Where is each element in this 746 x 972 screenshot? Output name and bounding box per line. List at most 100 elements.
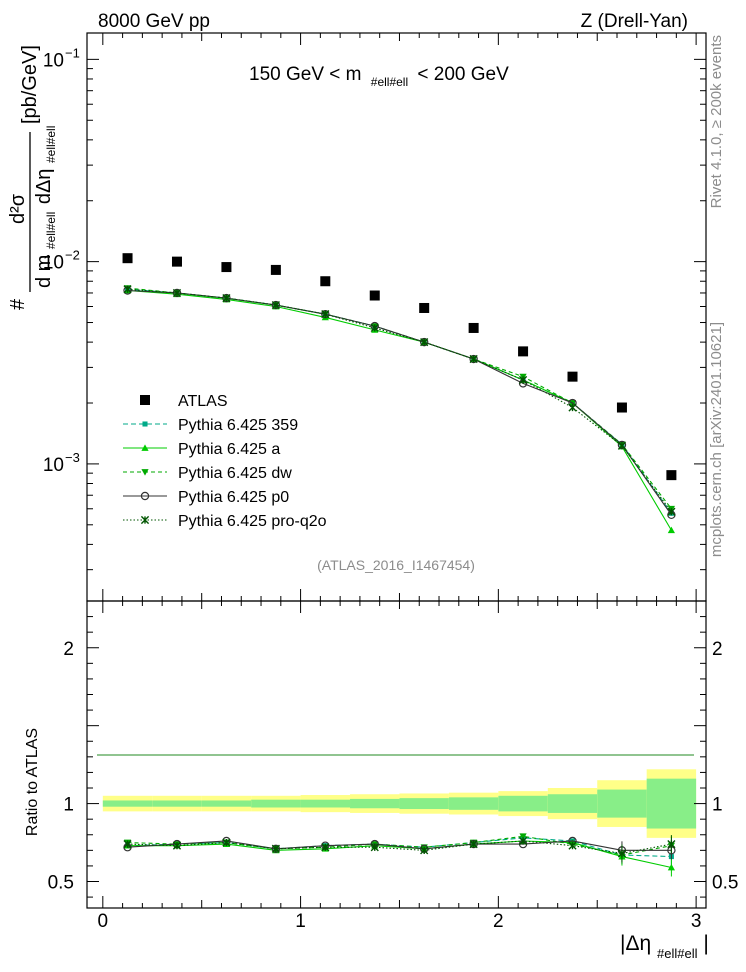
xlabel-main: |Δη (620, 932, 651, 955)
legend-label: Pythia 6.425 pro-q2o (178, 513, 327, 530)
ratio-stat-band (300, 799, 351, 808)
ylabel-den-sub2: #ell#ell (44, 126, 58, 163)
series-pythia-6-425-pro-q2o (123, 285, 676, 516)
ratio-band-layer (102, 769, 697, 838)
ratio-stat-band (350, 798, 400, 809)
series-line (127, 288, 672, 513)
x-axis-label: |Δη #ell#ell | (620, 932, 709, 963)
analysis-annotation: (ATLAS_2016_I1467454) (317, 557, 475, 573)
ratio-point (568, 841, 577, 850)
ratio-point (518, 836, 528, 846)
y-tick-label: 10 (43, 50, 64, 71)
legend-label: Pythia 6.425 359 (178, 417, 298, 434)
ratio-point (370, 843, 379, 852)
ratio-line (127, 840, 672, 869)
main-ylabel: # d²σ d m #ell#ell dΔη #ell#ell [pb/GeV] (7, 45, 60, 310)
ratio-point (519, 833, 527, 840)
ratio-stat-band (597, 789, 647, 818)
ratio-y-tick-label-right: 0.5 (712, 873, 738, 894)
ylabel-numerator: d²σ (7, 193, 29, 224)
xlabel-sub: #ell#ell (657, 946, 698, 961)
legend-entry: ATLAS (140, 393, 228, 410)
atlas-data-point (171, 256, 182, 267)
mc-data-point (469, 354, 478, 364)
ratio-point (123, 840, 132, 849)
legend-entry: Pythia 6.425 p0 (123, 489, 289, 506)
header-left: 8000 GeV pp (98, 11, 210, 32)
ratio-stat-band (498, 795, 548, 812)
mc-data-point (667, 507, 676, 516)
ratio-point (321, 843, 330, 852)
legend-marker (141, 469, 149, 476)
main-title: 150 GeV < m #ell#ell < 200 GeV (249, 64, 509, 91)
x-tick-label: 0 (98, 911, 109, 932)
ratio-stat-band (201, 800, 252, 807)
legend-entry: Pythia 6.425 dw (123, 465, 292, 482)
atlas-data-point (270, 264, 281, 275)
ylabel-den-deta: dΔη (33, 169, 55, 205)
legend-marker (142, 421, 148, 427)
legend-entry: Pythia 6.425 pro-q2o (123, 513, 327, 530)
atlas-data-point (666, 470, 677, 481)
ratio-point (617, 849, 627, 858)
y-tick-exponent: −1 (65, 45, 80, 60)
legend-label: Pythia 6.425 a (178, 441, 280, 458)
ratio-stat-band (399, 798, 449, 810)
ratio-point (667, 863, 675, 871)
legend-label: Pythia 6.425 dw (178, 465, 292, 482)
ratio-series-pythia-6-425-359 (125, 835, 674, 866)
title-sub: #ell#ell (371, 75, 408, 89)
atlas-data-point (468, 322, 479, 333)
ylabel-denominator: d m #ell#ell dΔη #ell#ell (33, 126, 60, 288)
legend-marker (141, 444, 149, 451)
x-tick-label: 3 (691, 911, 702, 932)
y-tick-exponent: −2 (65, 248, 80, 263)
legend-label: Pythia 6.425 p0 (178, 489, 289, 506)
atlas-data-point (567, 371, 578, 382)
ratio-stat-band (547, 794, 598, 813)
legend: ATLAS Pythia 6.425 359 Pythia 6.425 a Pythi… (123, 393, 327, 530)
rivet-label: Rivet 4.1.0, ≥ 200k events (708, 35, 725, 208)
ylabel-hash: # (7, 298, 29, 310)
legend-marker (140, 491, 150, 501)
mc-data-point (420, 338, 429, 347)
ratio-point (667, 840, 676, 849)
mc-data-point (321, 310, 330, 319)
atlas-data-point (616, 402, 627, 413)
legend-atlas-marker (140, 395, 150, 405)
title-suffix: < 200 GeV (417, 64, 509, 85)
mc-data-point (222, 294, 231, 303)
ratio-line (127, 840, 672, 851)
mc-data-point (617, 441, 627, 450)
ratio-y-tick-label: 2 (63, 639, 74, 660)
ratio-line (127, 835, 672, 856)
y-tick-label: 10 (43, 253, 64, 274)
ratio-y-tick-label: 1 (63, 795, 74, 816)
mcplots-label: mcplots.cern.ch [arXiv:2401.10621] (708, 322, 725, 557)
y-tick-label: 10 (43, 455, 64, 476)
legend-entry: Pythia 6.425 359 (123, 417, 298, 434)
atlas-data-point (320, 276, 331, 287)
ratio-stat-band (646, 778, 697, 829)
ratio-point (420, 846, 429, 855)
x-tick-label: 1 (295, 911, 306, 932)
legend-entry: Pythia 6.425 a (123, 441, 280, 458)
ylabel-unit: [pb/GeV] (19, 45, 41, 124)
mc-data-point (123, 285, 132, 294)
ylabel-den-d: d m (33, 255, 55, 288)
xlabel-end: | (703, 932, 708, 955)
legend-label: ATLAS (178, 393, 228, 410)
y-tick-exponent: −3 (65, 450, 80, 465)
ratio-point (222, 838, 231, 847)
mc-data-point (667, 526, 675, 534)
x-tick-label: 2 (493, 911, 504, 932)
ratio-y-tick-label-right: 1 (712, 795, 723, 816)
legend-marker (140, 515, 150, 525)
ratio-frame (86, 600, 707, 909)
main-series-layer (122, 253, 677, 534)
ratio-series-pythia-6-425-pro-q2o (123, 835, 676, 863)
ratio-ylabel: Ratio to ATLAS (24, 728, 41, 836)
atlas-data-point (518, 346, 529, 357)
ratio-stat-band (251, 799, 301, 808)
